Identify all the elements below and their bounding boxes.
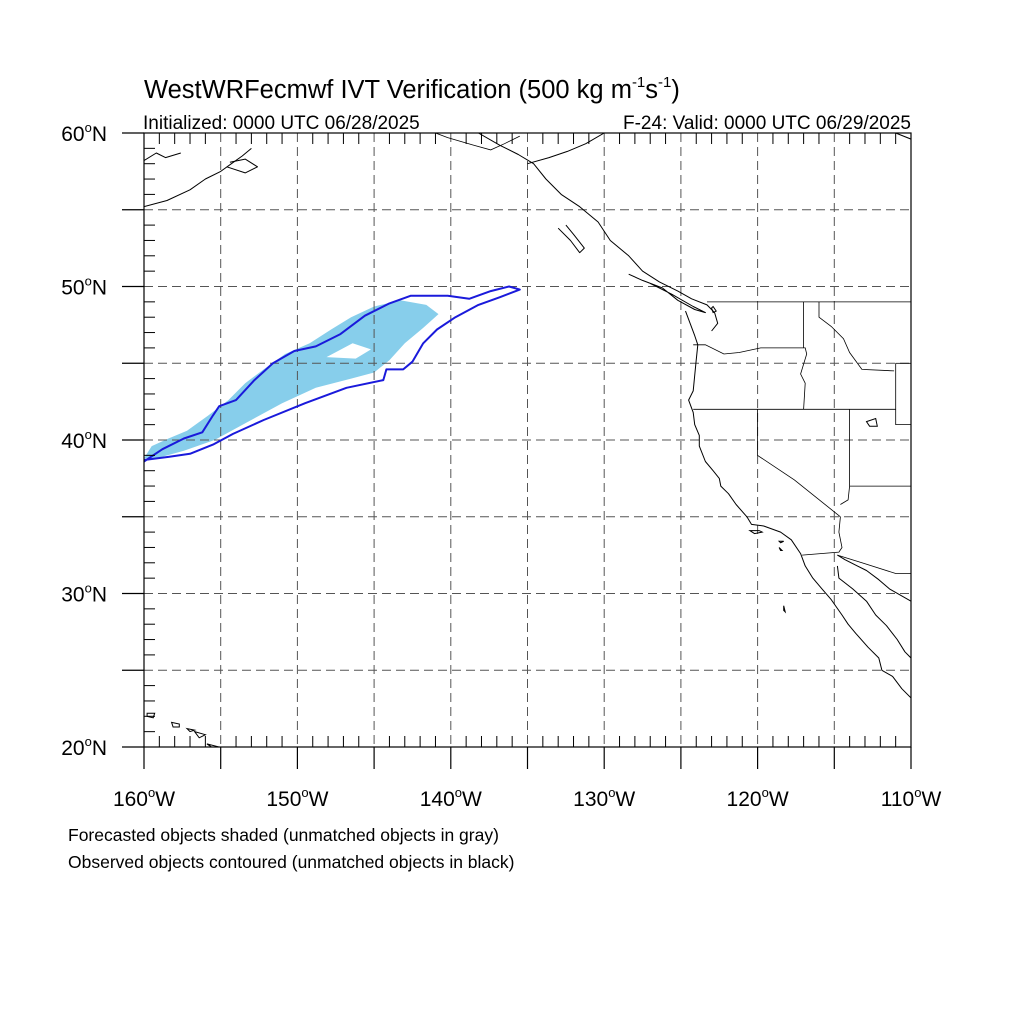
political-border	[895, 363, 911, 425]
island-outline	[748, 530, 764, 535]
map-frame	[122, 132, 912, 769]
political-border	[693, 344, 808, 410]
political-border	[757, 409, 841, 518]
axis-labels: 160oW 150oW 140oW 130oW 120oW 110oW 60oN 50oN 40…	[61, 120, 941, 811]
political-border	[837, 554, 911, 574]
lon-tick-label: 150oW	[266, 785, 328, 811]
lon-tick-label: 130oW	[573, 785, 635, 811]
political-border	[435, 133, 520, 151]
subtitle-valid: F-24: Valid: 0000 UTC 06/29/2025	[623, 113, 911, 134]
island-outline	[777, 540, 784, 544]
lat-tick-label: 60oN	[61, 120, 107, 146]
coastline	[144, 148, 252, 208]
coastline	[557, 224, 585, 254]
coastline	[144, 152, 181, 162]
coastline	[836, 565, 911, 659]
map-plot-area	[144, 133, 911, 747]
lat-tick-label: 50oN	[61, 274, 107, 300]
coastline	[527, 133, 605, 165]
subtitle-initialized: Initialized: 0000 UTC 06/28/2025	[143, 113, 420, 134]
observed-object-contour	[144, 285, 521, 463]
lon-tick-label: 120oW	[727, 785, 789, 811]
caption-forecast: Forecasted objects shaded (unmatched obj…	[68, 825, 499, 845]
coastline	[478, 133, 719, 332]
lon-tick-label: 140oW	[420, 785, 482, 811]
island-outline	[778, 547, 784, 551]
lat-tick-label: 40oN	[61, 427, 107, 453]
island-outline	[206, 743, 220, 747]
island-outline	[711, 305, 717, 314]
island-outline	[783, 605, 787, 614]
coastline	[226, 158, 258, 174]
lon-tick-label: 110oW	[881, 785, 942, 811]
coastline	[685, 310, 911, 699]
island-outline	[146, 712, 156, 719]
political-border	[802, 516, 843, 556]
island-outline	[865, 417, 878, 427]
coastline	[837, 554, 911, 602]
lon-tick-label: 160oW	[113, 785, 175, 811]
island-outline	[193, 730, 207, 739]
figure-title: WestWRFecmwf IVT Verification (500 kg m-…	[144, 74, 680, 104]
lat-tick-label: 30oN	[61, 581, 107, 607]
political-border	[818, 301, 895, 372]
lat-tick-label: 20oN	[61, 734, 107, 760]
caption-observed: Observed objects contoured (unmatched ob…	[68, 852, 515, 872]
coastline	[628, 273, 706, 314]
island-outline	[185, 727, 197, 733]
forecast-object-shaded	[144, 300, 439, 459]
island-outline	[170, 721, 180, 728]
coastline	[895, 133, 911, 140]
political-border	[840, 409, 850, 505]
